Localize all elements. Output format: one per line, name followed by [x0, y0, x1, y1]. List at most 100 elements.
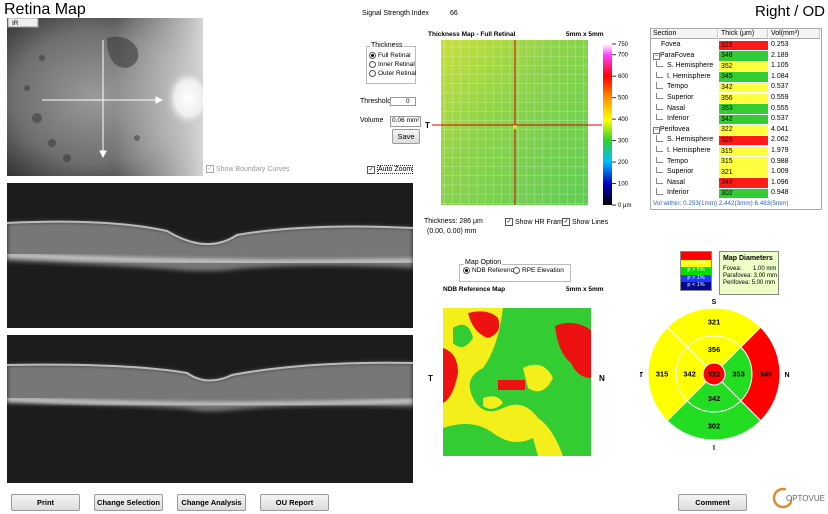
threshold-label: Threshold — [360, 98, 392, 105]
thickness-group-title: Thickness — [370, 42, 404, 49]
table-header-cell: Section — [651, 29, 718, 39]
vol-cell: 0.559 — [771, 94, 789, 101]
ir-fundus-image: IR — [7, 18, 203, 176]
signal-value: 66 — [450, 10, 458, 17]
threshold-value: 0 — [405, 98, 410, 105]
boundary-checkbox[interactable]: ✓ Show Boundary Curves — [206, 165, 290, 173]
section-cell: Tempo — [667, 157, 689, 165]
map-option-title: Map Option — [464, 259, 503, 266]
tree-line — [656, 82, 663, 89]
vol-cell: 0.537 — [771, 115, 789, 123]
thick-cell: 356 — [719, 93, 768, 104]
tree-line — [656, 61, 663, 68]
vol-cell: 1.979 — [771, 147, 789, 154]
ir-shadow — [107, 36, 139, 68]
checkbox-box: ✓ — [505, 218, 513, 226]
radio-option[interactable]: Outer Retinal — [369, 70, 416, 77]
expand-toggle[interactable]: − — [653, 126, 660, 134]
map-diameters-title: Map Diameters — [723, 255, 773, 262]
map-option-group — [459, 264, 571, 282]
sector-value: 321 — [708, 318, 721, 327]
radio-dot — [513, 267, 520, 274]
thick-cell: 345 — [719, 72, 768, 82]
action-button[interactable]: Change Analysis — [177, 494, 246, 511]
scale-label: 700 — [618, 53, 629, 59]
comment-button[interactable]: Comment — [678, 494, 747, 511]
legend-label: p < 1% — [687, 282, 705, 289]
diameter-line: Parafovea: 3.00 mm — [723, 273, 778, 279]
action-button[interactable]: OU Report — [260, 494, 329, 511]
scale-label: 0 μm — [618, 203, 631, 209]
vol-cell: 0.537 — [771, 83, 789, 91]
vol-cell: 1.105 — [771, 62, 789, 70]
section-cell: Fovea — [661, 41, 681, 48]
lines-checkbox[interactable]: ✓ Show Lines — [562, 218, 608, 226]
scale-label: 750 — [618, 42, 629, 48]
vol-cell: 0.948 — [771, 189, 789, 197]
checkbox-label: Show Boundary Curves — [216, 165, 290, 173]
save-button[interactable]: Save — [392, 129, 420, 144]
volume-input[interactable]: 0.06 mm² — [390, 116, 421, 127]
ir-tab[interactable] — [7, 18, 39, 28]
scale-label: 200 — [618, 160, 629, 166]
expand-toggle[interactable]: − — [653, 52, 660, 60]
tree-line — [656, 177, 663, 185]
radio-option[interactable]: Inner Retinal — [369, 61, 415, 68]
thick-cell: 302 — [719, 188, 768, 199]
radio-label: NDB Reference — [472, 267, 518, 274]
sector-value: 342 — [683, 370, 696, 379]
vol-cell: 0.988 — [771, 157, 789, 165]
scale-label: 100 — [618, 182, 629, 188]
ndb-yellow-regions — [483, 364, 553, 409]
thick-cell: 342 — [719, 114, 768, 125]
logo: OPTOVUE — [772, 487, 825, 509]
legend-label: p > 1% — [687, 274, 705, 281]
direction-label: T — [640, 372, 644, 379]
vol-cell: 1.096 — [771, 178, 789, 186]
scale-label: 300 — [618, 139, 629, 145]
radio-option[interactable]: RPE Elevation — [513, 267, 564, 274]
section-cell: Superior — [667, 168, 694, 176]
action-button[interactable]: Change Selection — [94, 494, 163, 511]
retina-layers — [7, 362, 413, 412]
section-cell: Nasal — [667, 178, 685, 186]
threshold-input[interactable]: 0 — [390, 97, 416, 106]
thick-cell: 349 — [719, 178, 768, 188]
ndb-map-size: 5mm x 5mm — [566, 286, 604, 293]
sector-value: 356 — [708, 345, 721, 354]
section-cell: Inferior — [667, 189, 689, 197]
radio-option[interactable]: NDB Reference — [463, 267, 518, 274]
action-button[interactable]: Print — [11, 494, 80, 511]
map-diameters-box: Map Diameters Fovea: 1.00 mm Parafovea: 3… — [719, 251, 779, 295]
hr-frames-checkbox[interactable]: ✓ Show HR Frames — [505, 218, 570, 226]
volume-label: Volume — [360, 117, 384, 124]
sector-value: 302 — [708, 422, 721, 431]
auto-zoom-checkbox[interactable]: ✓ Auto Zoom — [367, 165, 414, 174]
tree-line — [656, 156, 663, 163]
logo-text: OPTOVUE — [786, 493, 825, 503]
thickness-table: Section Thick (μm) Vol(mm³) Fovea 322 0.253− P… — [650, 28, 822, 210]
radio-label: Inner Retinal — [378, 61, 415, 68]
section-cell: Tempo — [667, 83, 689, 91]
vol-cell: 2.062 — [771, 136, 789, 144]
checkbox-label: Show Lines — [572, 218, 609, 226]
direction-label: N — [784, 372, 789, 379]
tree-line — [656, 93, 663, 100]
legend-label: p > 99% — [685, 252, 707, 258]
ir-tab-label: IR — [12, 20, 19, 27]
oct-scan-vertical — [7, 335, 413, 483]
cursor — [513, 125, 517, 129]
legend-item: p > 99% — [681, 252, 711, 260]
ndb-right-label: N — [599, 374, 605, 383]
legend-item: p > 1% — [681, 274, 711, 283]
vol-cell: 1.084 — [771, 72, 789, 80]
diameter-line: Fovea: 1.00 mm — [723, 266, 777, 272]
radio-label: Full Retinal — [378, 52, 411, 59]
legend-label: p > 5% — [687, 267, 705, 274]
ir-spots — [24, 55, 140, 162]
tree-line — [656, 135, 663, 142]
radio-option[interactable]: Full Retinal — [369, 52, 411, 59]
ndb-left-label: T — [428, 374, 433, 383]
scan-lines — [42, 40, 164, 159]
